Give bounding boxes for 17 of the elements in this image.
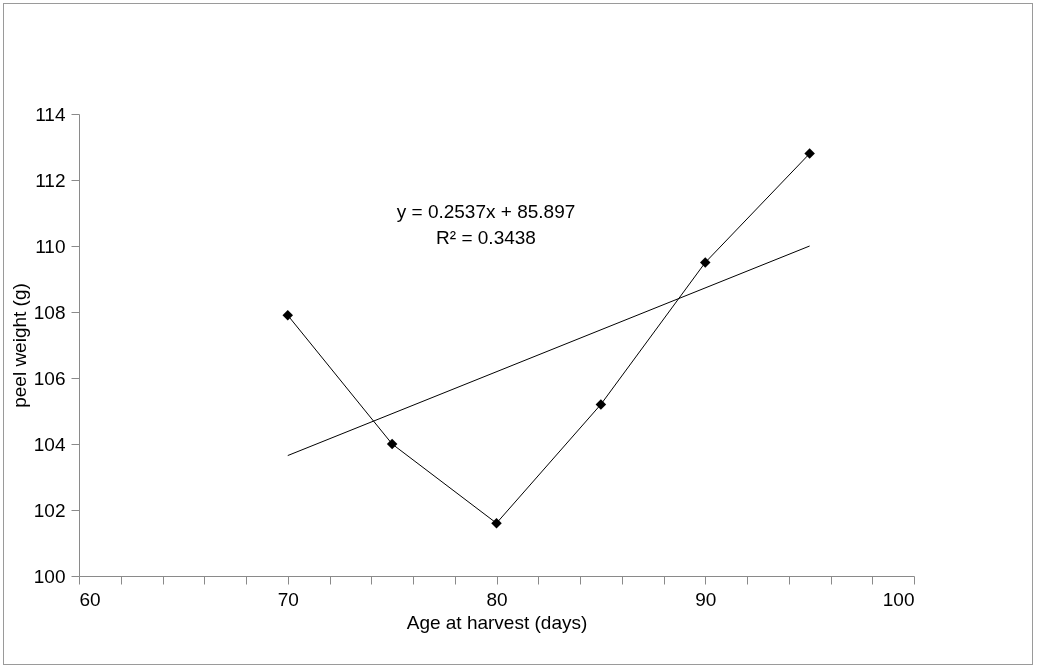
y-tick-label: 108	[33, 301, 66, 323]
annotation: y = 0.2537x + 85.897	[396, 201, 576, 222]
x-tick-label: 100	[882, 588, 915, 610]
x-tick-label: 60	[79, 588, 101, 610]
y-tick-label: 112	[35, 169, 66, 191]
annotation: R² = 0.3438	[436, 227, 536, 248]
y-tick-label: 106	[33, 367, 66, 389]
x-tick-label: 70	[277, 588, 299, 610]
y-tick-label: 102	[33, 499, 66, 521]
x-axis-title: Age at harvest (days)	[406, 611, 588, 633]
x-tick-label: 80	[486, 588, 508, 610]
y-tick-label: 114	[35, 103, 66, 125]
x-tick-label: 90	[695, 588, 717, 610]
y-tick-label: 110	[35, 235, 66, 257]
y-tick-label: 100	[33, 565, 66, 587]
y-tick-label: 104	[33, 433, 66, 455]
y-axis-title: peel weight (g)	[8, 283, 30, 408]
